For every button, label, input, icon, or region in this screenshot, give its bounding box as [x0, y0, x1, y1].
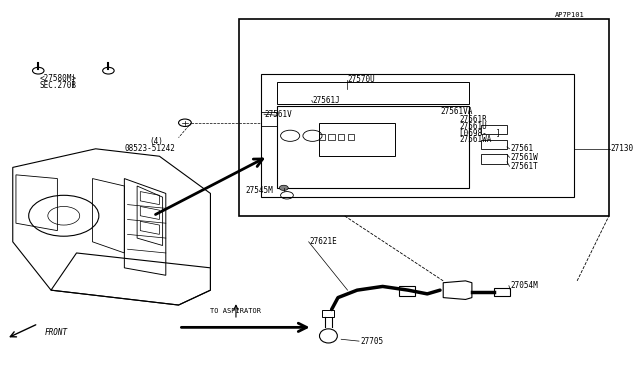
- Text: 27561WA: 27561WA: [459, 135, 492, 144]
- Text: 27561V: 27561V: [265, 110, 292, 119]
- Bar: [262, 74, 574, 197]
- Text: 27545M: 27545M: [246, 186, 273, 195]
- Bar: [262, 112, 277, 126]
- Bar: [481, 154, 507, 164]
- Bar: [328, 134, 335, 140]
- Circle shape: [279, 185, 288, 190]
- Text: 27561W: 27561W: [510, 153, 538, 162]
- Bar: [239, 19, 609, 216]
- Text: 08523-51242: 08523-51242: [124, 144, 175, 153]
- Text: <27580M>: <27580M>: [40, 74, 77, 83]
- Text: 27561VA: 27561VA: [440, 107, 472, 116]
- Text: 27561: 27561: [510, 144, 533, 153]
- Bar: [481, 125, 507, 134]
- Text: [0698-  ]: [0698- ]: [459, 128, 500, 137]
- Bar: [481, 140, 507, 149]
- Bar: [399, 286, 415, 296]
- Text: AP7P101: AP7P101: [555, 12, 584, 18]
- Bar: [348, 134, 354, 140]
- Bar: [338, 134, 344, 140]
- Text: 27561R: 27561R: [459, 115, 487, 124]
- Text: (4): (4): [150, 137, 164, 146]
- Text: 27054M: 27054M: [510, 281, 538, 290]
- Text: SEC.270B: SEC.270B: [40, 81, 77, 90]
- Text: 27561J: 27561J: [312, 96, 340, 105]
- Text: 27130: 27130: [611, 144, 634, 153]
- Bar: [322, 310, 333, 317]
- Bar: [277, 106, 468, 188]
- Text: 27621E: 27621E: [309, 237, 337, 246]
- Text: TO ASPIRATOR: TO ASPIRATOR: [211, 308, 262, 314]
- Bar: [277, 82, 468, 104]
- Text: 27570U: 27570U: [348, 76, 375, 84]
- Text: 27561U: 27561U: [459, 122, 487, 131]
- Bar: [319, 123, 396, 156]
- Text: 27705: 27705: [360, 337, 383, 346]
- Bar: [494, 288, 510, 296]
- Bar: [319, 134, 325, 140]
- Text: 27561T: 27561T: [510, 162, 538, 171]
- Text: FRONT: FRONT: [45, 328, 68, 337]
